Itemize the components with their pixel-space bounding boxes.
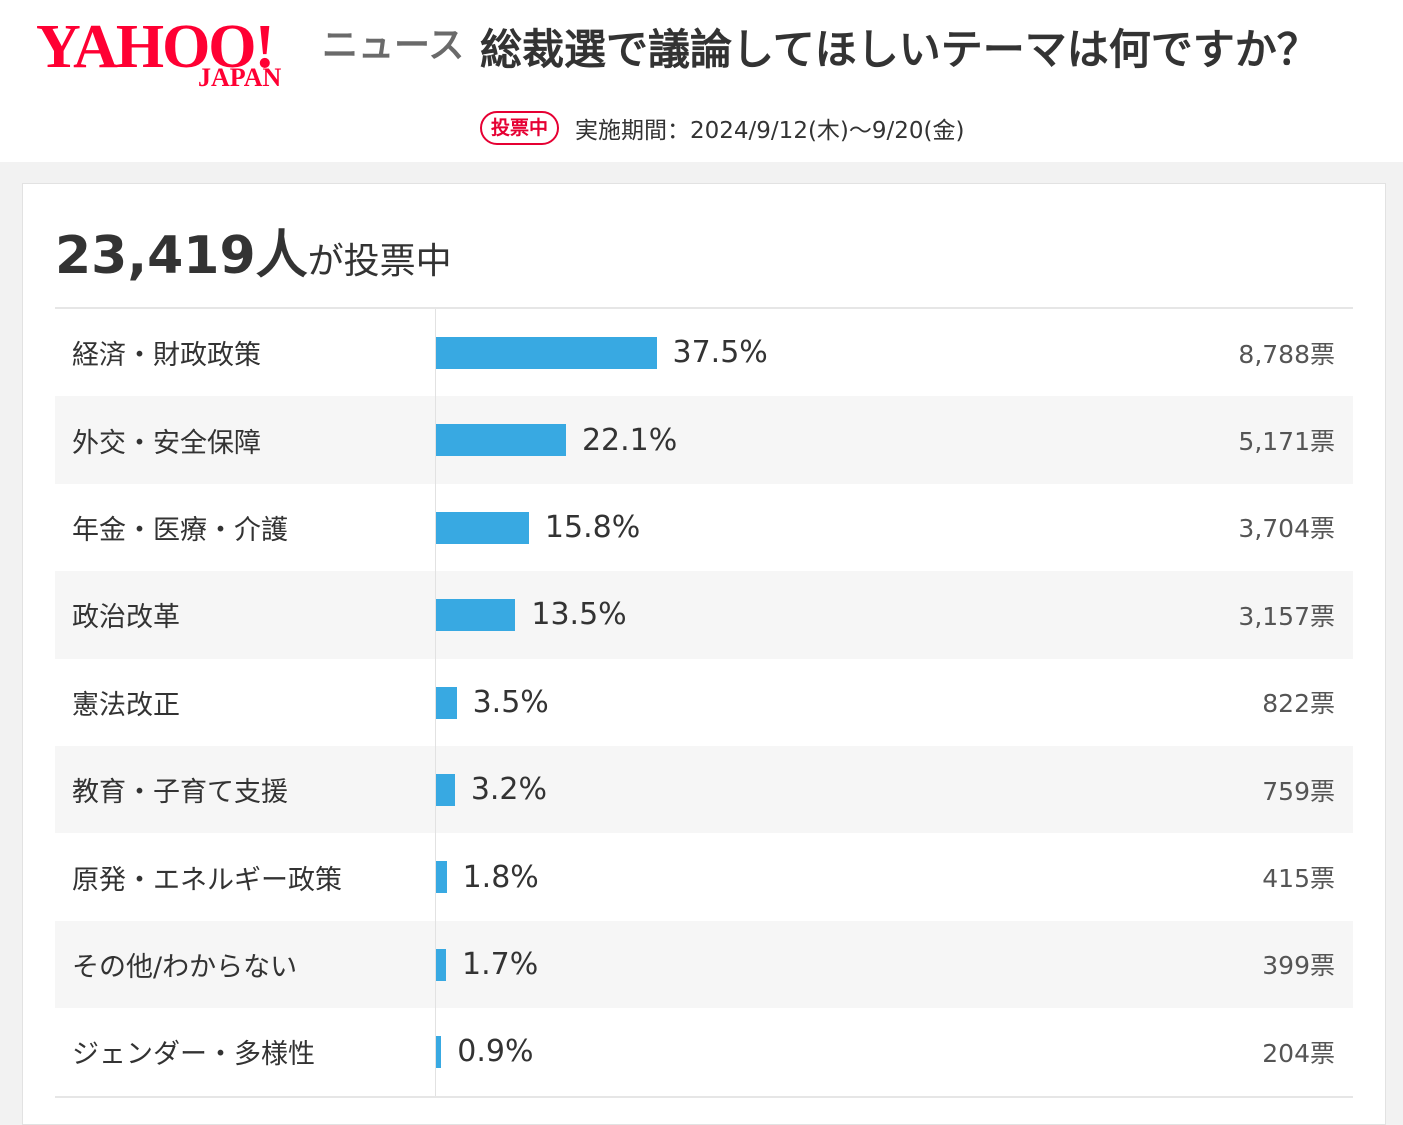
result-bar — [436, 1036, 442, 1069]
results-table: 経済・財政政策 37.5% 8,788票外交・安全保障 22.1% 5,171票年金・医… — [55, 307, 1353, 1098]
result-bar — [436, 686, 457, 719]
poll-status-row: 投票中 実施期間：2024/9/12(木)〜9/20(金) — [480, 108, 965, 148]
vote-count: 8,788票 — [1238, 339, 1335, 369]
vote-count: 822票 — [1262, 689, 1335, 719]
row-divider — [435, 309, 436, 397]
category-label: 外交・安全保障 — [72, 427, 261, 459]
row-divider — [435, 483, 436, 572]
result-row: 年金・医療・介護 15.8% 3,704票 — [55, 483, 1353, 572]
percent-label: 3.2% — [470, 772, 548, 808]
result-bar — [436, 511, 529, 544]
result-bar — [436, 773, 455, 806]
percent-label: 15.8% — [544, 509, 641, 545]
result-bar — [436, 337, 657, 369]
result-row: 政治改革 13.5% 3,157票 — [55, 571, 1353, 659]
page-header: YAHOO! JAPAN ニュース 総裁選で議論してほしいテーマは何ですか？ 投… — [0, 0, 1403, 162]
category-label: ジェンダー・多様性 — [72, 1039, 315, 1071]
percent-label: 13.5% — [531, 597, 627, 633]
result-row: 教育・子育て支援 3.2% 759票 — [55, 745, 1353, 834]
category-label: 政治改革 — [72, 602, 180, 634]
total-voters-count: 23,419人 — [55, 226, 308, 286]
percent-label: 1.8% — [462, 859, 539, 895]
poll-results-card: 23,419人が投票中 経済・財政政策 37.5% 8,788票外交・安全保障 22.… — [22, 183, 1386, 1125]
result-row: 経済・財政政策 37.5% 8,788票 — [55, 309, 1353, 397]
poll-question-title: 総裁選で議論してほしいテーマは何ですか？ — [480, 25, 1319, 74]
table-bottom-rule — [55, 1095, 1353, 1098]
logo-wordmark: YAHOO! — [36, 13, 275, 81]
result-bar — [436, 599, 516, 632]
vote-count: 3,704票 — [1238, 514, 1335, 544]
percent-label: 37.5% — [672, 335, 768, 371]
result-row: 原発・エネルギー政策 1.8% 415票 — [55, 833, 1353, 921]
percent-label: 22.1% — [581, 422, 678, 458]
row-divider — [435, 1008, 436, 1096]
row-divider — [435, 658, 436, 746]
row-divider — [435, 396, 436, 484]
category-label: 経済・財政政策 — [72, 340, 261, 372]
vote-count: 415票 — [1262, 864, 1335, 894]
vote-count: 204票 — [1262, 1038, 1335, 1068]
category-label: 年金・医療・介護 — [72, 514, 288, 546]
row-divider — [435, 571, 436, 659]
total-voters: 23,419人が投票中 — [55, 216, 452, 308]
yahoo-japan-logo[interactable]: YAHOO! JAPAN — [36, 14, 326, 94]
result-bar — [436, 424, 566, 457]
percent-label: 1.7% — [461, 946, 539, 982]
vote-count: 3,157票 — [1238, 601, 1335, 631]
vote-count: 399票 — [1262, 951, 1335, 981]
percent-label: 0.9% — [457, 1034, 534, 1070]
vote-count: 759票 — [1262, 776, 1335, 806]
result-row: 憲法改正 3.5% 822票 — [55, 658, 1353, 746]
vote-count: 5,171票 — [1238, 427, 1335, 457]
status-badge: 投票中 — [480, 111, 560, 145]
logo-japan-text: JAPAN — [198, 63, 282, 92]
category-label: 教育・子育て支援 — [72, 777, 288, 809]
result-row: その他/わからない 1.7% 399票 — [55, 920, 1353, 1009]
category-label: 原発・エネルギー政策 — [72, 864, 342, 896]
category-label: 憲法改正 — [72, 689, 180, 721]
total-voters-suffix: が投票中 — [307, 241, 452, 282]
result-bar — [436, 948, 446, 981]
result-bar — [436, 861, 447, 894]
result-row: 外交・安全保障 22.1% 5,171票 — [55, 396, 1353, 484]
row-divider — [435, 833, 436, 921]
service-name[interactable]: ニュース — [322, 25, 465, 66]
result-row: ジェンダー・多様性 0.9% 204票 — [55, 1008, 1353, 1096]
row-divider — [435, 745, 436, 834]
row-divider — [435, 920, 436, 1009]
poll-period: 実施期間：2024/9/12(木)〜9/20(金) — [575, 118, 965, 144]
percent-label: 3.5% — [472, 684, 549, 720]
category-label: その他/わからない — [72, 951, 298, 983]
